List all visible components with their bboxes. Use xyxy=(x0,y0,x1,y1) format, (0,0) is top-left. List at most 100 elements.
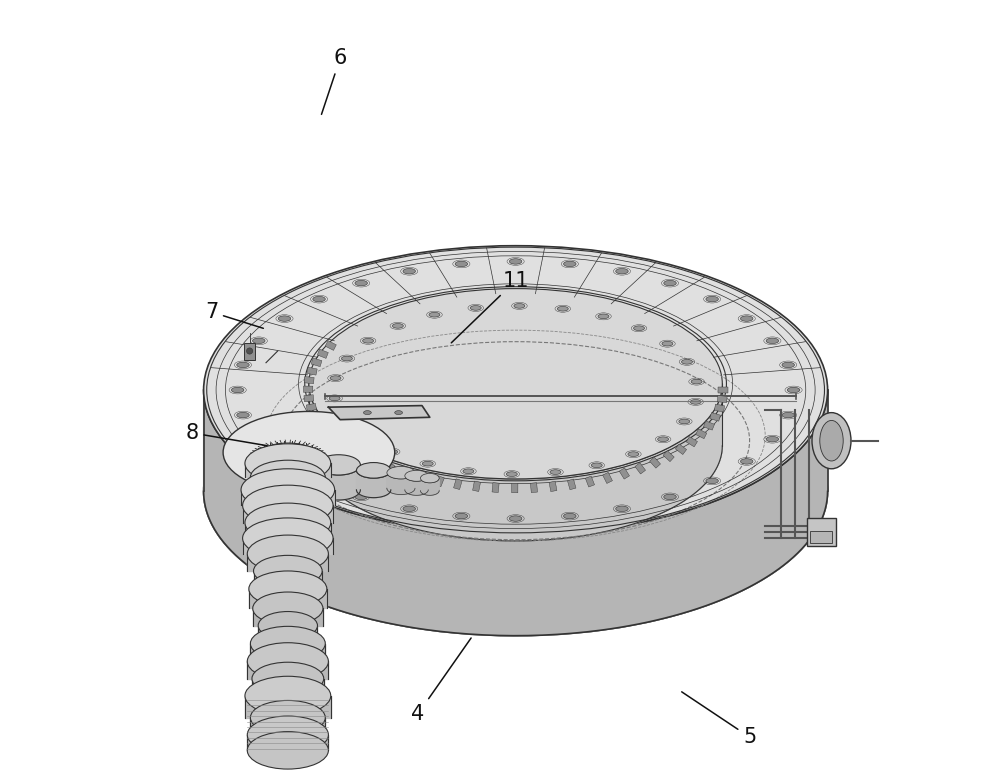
Ellipse shape xyxy=(690,399,701,404)
Bar xyxy=(400,467,411,479)
Ellipse shape xyxy=(250,700,325,735)
Bar xyxy=(710,413,720,421)
Ellipse shape xyxy=(245,444,331,483)
Bar xyxy=(356,450,367,461)
Bar xyxy=(325,341,336,350)
Polygon shape xyxy=(309,384,722,541)
Ellipse shape xyxy=(253,592,323,625)
Bar xyxy=(324,428,335,438)
Ellipse shape xyxy=(204,347,828,636)
Ellipse shape xyxy=(258,612,317,640)
Ellipse shape xyxy=(564,513,576,519)
Polygon shape xyxy=(328,406,430,420)
Ellipse shape xyxy=(278,459,291,464)
Ellipse shape xyxy=(330,376,341,381)
Bar xyxy=(512,484,518,493)
Polygon shape xyxy=(247,735,328,750)
Ellipse shape xyxy=(250,460,325,495)
Ellipse shape xyxy=(387,482,415,495)
Ellipse shape xyxy=(740,459,753,464)
Ellipse shape xyxy=(403,268,415,274)
Ellipse shape xyxy=(691,379,702,384)
Ellipse shape xyxy=(392,324,403,328)
Bar xyxy=(492,483,499,492)
Ellipse shape xyxy=(706,478,718,484)
Ellipse shape xyxy=(356,482,391,498)
Bar xyxy=(435,476,444,487)
Polygon shape xyxy=(249,589,327,608)
Ellipse shape xyxy=(363,339,374,343)
Ellipse shape xyxy=(231,387,244,393)
Polygon shape xyxy=(245,696,331,718)
Polygon shape xyxy=(245,523,331,538)
Bar xyxy=(333,436,344,446)
Ellipse shape xyxy=(403,506,415,512)
Ellipse shape xyxy=(237,362,249,367)
Ellipse shape xyxy=(245,503,331,542)
Ellipse shape xyxy=(420,473,439,483)
Polygon shape xyxy=(250,644,325,661)
Bar xyxy=(473,481,481,491)
Ellipse shape xyxy=(628,452,639,456)
Polygon shape xyxy=(247,554,328,571)
Ellipse shape xyxy=(252,662,324,695)
Polygon shape xyxy=(258,626,317,644)
Bar xyxy=(585,476,595,487)
Bar xyxy=(530,483,537,493)
Bar xyxy=(384,463,395,473)
Ellipse shape xyxy=(341,356,352,361)
Bar xyxy=(635,463,646,474)
Ellipse shape xyxy=(463,469,474,473)
Polygon shape xyxy=(255,459,321,505)
Ellipse shape xyxy=(812,413,851,469)
Ellipse shape xyxy=(591,463,602,468)
Ellipse shape xyxy=(634,326,644,331)
Bar xyxy=(244,343,255,360)
Ellipse shape xyxy=(455,261,468,267)
Ellipse shape xyxy=(470,306,481,310)
Ellipse shape xyxy=(313,296,325,302)
Ellipse shape xyxy=(766,437,779,442)
Ellipse shape xyxy=(682,360,692,364)
Ellipse shape xyxy=(317,455,360,475)
Bar xyxy=(718,387,728,393)
Ellipse shape xyxy=(820,420,843,461)
Polygon shape xyxy=(317,465,360,500)
Bar xyxy=(369,456,380,468)
Bar xyxy=(303,386,313,392)
Ellipse shape xyxy=(317,480,360,500)
Ellipse shape xyxy=(250,626,325,661)
Ellipse shape xyxy=(706,296,718,302)
Ellipse shape xyxy=(766,338,779,343)
Ellipse shape xyxy=(309,289,722,479)
Ellipse shape xyxy=(329,396,340,401)
Polygon shape xyxy=(245,463,331,477)
Bar xyxy=(717,395,727,402)
Bar xyxy=(663,451,674,462)
Polygon shape xyxy=(204,390,828,636)
Bar xyxy=(549,481,557,491)
Polygon shape xyxy=(254,571,322,589)
Ellipse shape xyxy=(313,478,325,484)
Ellipse shape xyxy=(429,312,440,317)
Bar xyxy=(619,468,629,479)
Text: 4: 4 xyxy=(411,638,471,724)
Ellipse shape xyxy=(243,518,333,558)
Ellipse shape xyxy=(243,485,333,526)
Ellipse shape xyxy=(241,469,335,511)
Ellipse shape xyxy=(387,466,415,479)
Ellipse shape xyxy=(223,412,395,494)
Bar xyxy=(704,421,714,430)
Ellipse shape xyxy=(278,316,291,321)
Ellipse shape xyxy=(420,486,439,495)
Ellipse shape xyxy=(514,303,525,308)
Circle shape xyxy=(246,348,253,354)
Bar xyxy=(344,443,355,454)
Ellipse shape xyxy=(598,314,609,319)
Polygon shape xyxy=(420,478,439,495)
Ellipse shape xyxy=(740,316,753,321)
Ellipse shape xyxy=(787,387,800,393)
Ellipse shape xyxy=(247,643,328,680)
Bar xyxy=(311,358,322,367)
Polygon shape xyxy=(356,470,391,498)
